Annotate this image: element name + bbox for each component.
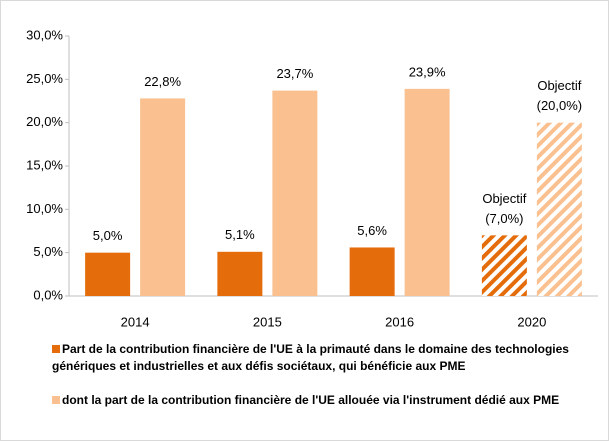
legend-label: Part de la contribution financière de l'… bbox=[52, 342, 569, 373]
legend-swatch bbox=[52, 345, 60, 353]
value-label: (7,0%) bbox=[485, 211, 523, 226]
target-note: Objectif bbox=[482, 191, 526, 206]
x-tick-label: 2016 bbox=[385, 314, 414, 329]
y-tick-label: 10,0% bbox=[26, 201, 63, 216]
bar bbox=[272, 90, 318, 296]
bar bbox=[349, 247, 395, 296]
y-tick-label: 25,0% bbox=[26, 71, 63, 86]
bar bbox=[404, 88, 450, 296]
target-note: Objectif bbox=[537, 78, 581, 93]
x-tick-label: 2020 bbox=[517, 314, 546, 329]
x-tick-label: 2015 bbox=[253, 314, 282, 329]
bar bbox=[140, 98, 186, 297]
legend-entry: Part de la contribution financière de l'… bbox=[52, 341, 602, 375]
y-tick-label: 5,0% bbox=[33, 244, 63, 259]
legend-entry: dont la part de la contribution financiè… bbox=[52, 392, 602, 409]
value-label: 5,0% bbox=[93, 228, 123, 243]
bar bbox=[85, 252, 131, 296]
x-tick-label: 2014 bbox=[121, 314, 150, 329]
y-tick-label: 15,0% bbox=[26, 157, 63, 172]
value-label: 23,9% bbox=[409, 64, 446, 79]
legend-swatch bbox=[52, 396, 60, 404]
chart: 0,0% 5,0% 10,0% 15,0% 20,0% 25,0% 30,0% 2014 5,0… bbox=[26, 27, 598, 329]
y-tick-label: 20,0% bbox=[26, 114, 63, 129]
value-label: 5,6% bbox=[357, 223, 387, 238]
legend-label: dont la part de la contribution financiè… bbox=[62, 393, 560, 407]
bar bbox=[481, 235, 527, 296]
value-label: 5,1% bbox=[225, 227, 255, 242]
value-label: 22,8% bbox=[144, 74, 181, 89]
value-label: 23,7% bbox=[276, 66, 313, 81]
value-label: (20,0%) bbox=[537, 98, 583, 113]
bar bbox=[217, 251, 263, 296]
bar bbox=[536, 122, 582, 297]
y-tick-label: 30,0% bbox=[26, 27, 63, 42]
y-tick-label: 0,0% bbox=[33, 287, 63, 302]
